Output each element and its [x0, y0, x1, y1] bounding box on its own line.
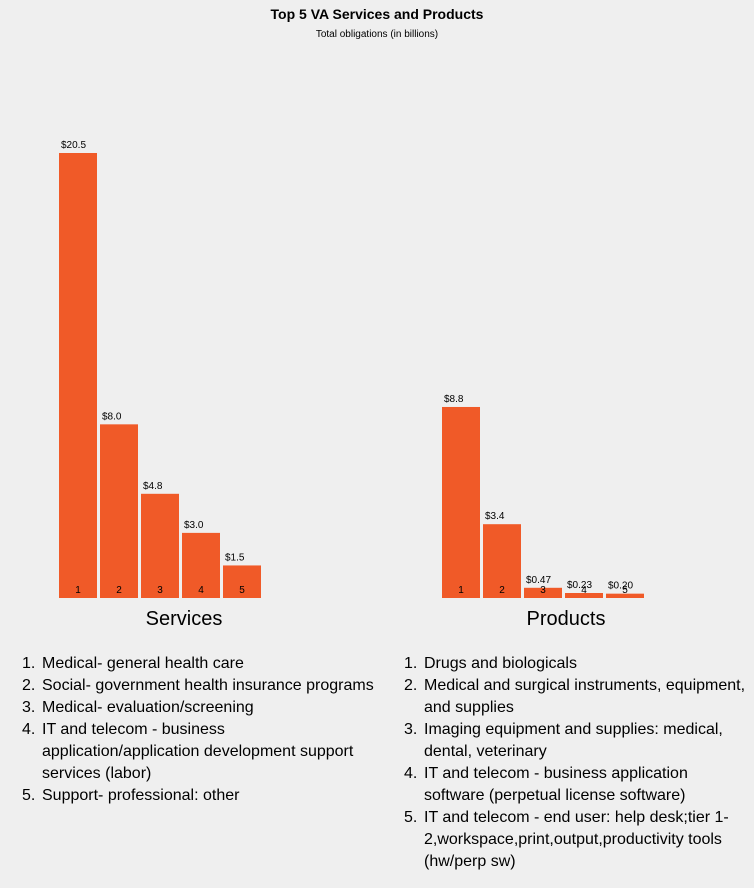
bar-services-3	[141, 493, 179, 598]
x-axis-label: Products	[527, 608, 606, 630]
products-legend-item: 3. Imaging equipment and supplies: medica…	[404, 719, 749, 763]
legend-text: Imaging equipment and supplies: medical,…	[424, 721, 723, 760]
bar-products-4	[565, 593, 603, 598]
products-legend-item: 4. IT and telecom - business application …	[404, 763, 749, 807]
legend-number: 2.	[404, 677, 418, 694]
legend-number: 4.	[22, 721, 36, 738]
bar-services-5	[223, 565, 261, 598]
legend-text: Drugs and biologicals	[424, 655, 577, 672]
data-label: $8.8	[444, 394, 464, 405]
data-label: $8.0	[102, 411, 122, 422]
legend-number: 5.	[22, 787, 36, 804]
category-label: 1	[75, 585, 81, 596]
x-axis-label: Services	[146, 608, 223, 630]
data-label: $4.8	[143, 481, 163, 492]
legend-text: IT and telecom - business application/ap…	[42, 721, 354, 782]
category-label: 4	[198, 585, 204, 596]
data-label: $0.47	[526, 575, 551, 586]
category-label: 5	[622, 585, 628, 596]
bar-products-3	[524, 587, 562, 598]
legend-text: IT and telecom - business application so…	[424, 765, 688, 804]
bar-services-2	[100, 424, 138, 598]
services-legend-item: 4. IT and telecom - business application/…	[22, 719, 382, 785]
category-label: 3	[540, 585, 546, 596]
legend-text: Medical- general health care	[42, 655, 244, 672]
category-label: 2	[116, 585, 122, 596]
services-legend-item: 5. Support- professional: other	[22, 785, 382, 807]
legend-number: 4.	[404, 765, 418, 782]
legend-number: 3.	[404, 721, 418, 738]
bar-services-1	[59, 153, 97, 598]
bar-products-2	[483, 524, 521, 598]
data-label: $3.4	[485, 511, 505, 522]
data-label: $3.0	[184, 520, 204, 531]
legend-text: Medical and surgical instruments, equipm…	[424, 677, 746, 716]
category-label: 3	[157, 585, 163, 596]
category-label: 2	[499, 585, 505, 596]
bar-products-1	[442, 406, 480, 598]
chart-title: Top 5 VA Services and Products	[270, 6, 484, 22]
products-legend-item: 5. IT and telecom - end user: help desk;t…	[404, 807, 749, 873]
legend-text: Medical- evaluation/screening	[42, 699, 254, 716]
category-label: 1	[458, 585, 464, 596]
data-label: $0.20	[608, 581, 633, 592]
services-legend-item: 3. Medical- evaluation/screening	[22, 697, 382, 719]
legend-number: 2.	[22, 677, 36, 694]
data-label: $20.5	[61, 140, 86, 151]
services-legend-item: 1. Medical- general health care	[22, 653, 382, 675]
bar-products-5	[606, 593, 644, 598]
bar-charts: $20.5 1 $8.0 2 $4.8 3 $3.0 4 $1.5 5 Services $8.8 1 $…	[59, 140, 644, 630]
legend-number: 3.	[22, 699, 36, 716]
data-label: $1.5	[225, 552, 245, 563]
legend-number: 1.	[404, 655, 418, 672]
legend-text: Social- government health insurance prog…	[42, 677, 374, 694]
chart-subtitle: Total obligations (in billions)	[315, 29, 439, 40]
category-label: 4	[581, 585, 587, 596]
legend-text: IT and telecom - end user: help desk;tie…	[424, 809, 729, 870]
services-legend: 1. Medical- general health care 2. Social-…	[22, 653, 382, 807]
bar-services-4	[182, 532, 220, 598]
legend-text: Support- professional: other	[42, 787, 240, 804]
data-label: $0.23	[567, 580, 592, 591]
services-legend-item: 2. Social- government health insurance pr…	[22, 675, 382, 697]
products-legend-item: 2. Medical and surgical instruments, equi…	[404, 675, 749, 719]
legend-number: 5.	[404, 809, 418, 826]
legend-number: 1.	[22, 655, 36, 672]
products-legend-item: 1. Drugs and biologicals	[404, 653, 749, 675]
products-legend: 1. Drugs and biologicals 2. Medical and su…	[404, 653, 749, 873]
category-label: 5	[239, 585, 245, 596]
